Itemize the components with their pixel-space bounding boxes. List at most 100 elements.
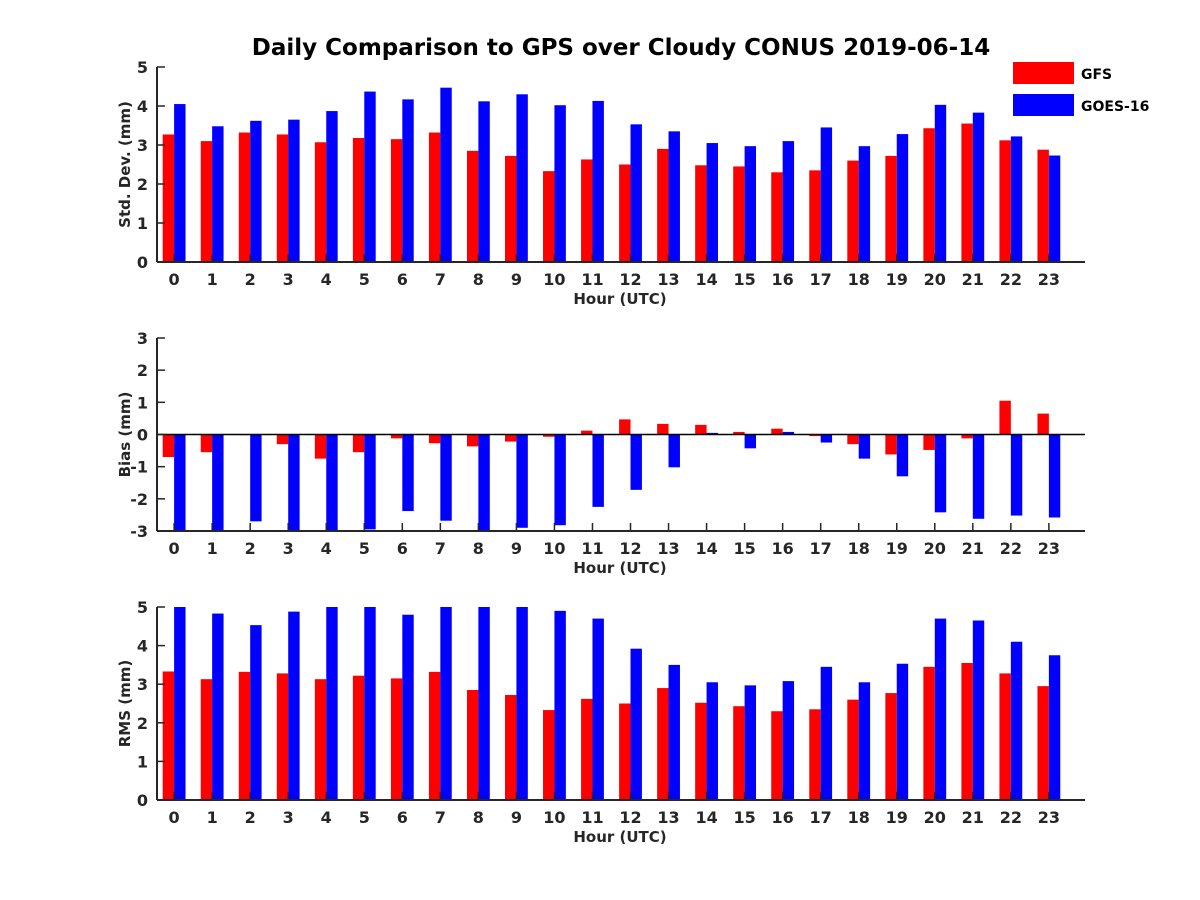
rms-bar-gfs-16	[771, 711, 783, 800]
rms-bar-goes16-6	[402, 614, 414, 800]
std-dev-bar-goes16-4	[326, 111, 338, 262]
std-dev-x-tick-label: 16	[772, 270, 794, 289]
rms-bar-goes16-20	[934, 618, 947, 800]
std-dev-x-tick-label: 7	[435, 270, 446, 289]
std-dev-x-tick-label: 8	[473, 270, 484, 289]
rms-x-tick-label: 9	[511, 808, 522, 827]
bias-bar-gfs-6	[390, 434, 403, 439]
std-dev-bar-gfs-2	[238, 132, 251, 262]
rms-bar-gfs-8	[466, 689, 479, 800]
rms-x-tick-label: 4	[321, 808, 332, 827]
bias-bar-gfs-11	[581, 430, 593, 435]
std-dev-bar-goes16-18	[858, 146, 871, 262]
rms-bar-goes16-21	[972, 620, 985, 800]
rms-bar-gfs-12	[619, 703, 631, 800]
std-dev-bar-goes16-17	[820, 127, 833, 262]
bias-x-tick-label: 7	[435, 539, 446, 558]
std-dev-x-tick-label: 5	[359, 270, 370, 289]
std-dev-x-tick-label: 13	[657, 270, 679, 289]
bias-bar-goes16-2	[250, 434, 262, 522]
std-dev-bar-goes16-14	[706, 143, 718, 262]
legend-label-goes16: GOES-16	[1081, 99, 1149, 115]
std-dev-bar-gfs-8	[466, 150, 479, 262]
rms-bar-goes16-12	[630, 648, 642, 800]
bias-x-tick-label: 10	[543, 539, 565, 558]
legend: GFS GOES-16	[1013, 62, 1149, 116]
bias-bar-gfs-21	[961, 434, 973, 439]
std-dev-x-tick-label: 3	[283, 270, 294, 289]
bias-bar-gfs-20	[923, 434, 935, 450]
bias-bar-gfs-16	[771, 428, 783, 435]
bias-bar-gfs-19	[885, 434, 897, 455]
rms-x-tick-label: 15	[733, 808, 755, 827]
rms-bar-gfs-3	[276, 673, 289, 800]
rms-x-tick-label: 2	[245, 808, 256, 827]
rms-y-tick-label: 2	[137, 714, 148, 733]
rms-x-tick-label: 1	[207, 808, 218, 827]
rms-x-tick-label: 3	[283, 808, 294, 827]
rms-bar-goes16-4	[326, 607, 338, 800]
bias-x-axis-label: Hour (UTC)	[573, 559, 666, 577]
std-dev-bar-goes16-8	[478, 101, 490, 262]
rms-bar-goes16-18	[858, 682, 871, 800]
std-dev-x-tick-label: 4	[321, 270, 332, 289]
rms-x-tick-label: 16	[772, 808, 794, 827]
rms-bar-gfs-9	[505, 695, 517, 800]
bias-bar-goes16-4	[326, 434, 338, 531]
bias-x-tick-label: 6	[397, 539, 408, 558]
rms-x-tick-label: 21	[962, 808, 984, 827]
std-dev-bar-goes16-22	[1010, 136, 1023, 262]
rms-bar-goes16-10	[554, 610, 566, 800]
std-dev-x-tick-label: 9	[511, 270, 522, 289]
rms-x-tick-label: 10	[543, 808, 565, 827]
bias-bar-gfs-12	[619, 419, 631, 435]
bias-bar-goes16-22	[1010, 434, 1023, 516]
rms-x-tick-label: 23	[1038, 808, 1060, 827]
rms-bar-gfs-22	[999, 673, 1011, 800]
std-dev-bar-gfs-17	[809, 170, 821, 262]
std-dev-bar-goes16-2	[250, 120, 262, 262]
bias-bar-goes16-8	[478, 434, 490, 531]
bias-bar-gfs-4	[314, 434, 327, 459]
std-dev-bar-gfs-3	[276, 134, 289, 262]
bias-x-tick-label: 11	[581, 539, 603, 558]
rms-bar-gfs-5	[352, 675, 365, 800]
bias-bar-goes16-20	[934, 434, 947, 513]
rms-bar-goes16-5	[364, 607, 376, 800]
std-dev-bar-gfs-18	[847, 160, 859, 262]
bias-bar-goes16-5	[364, 434, 376, 530]
std-dev-y-tick-label: 1	[137, 214, 148, 233]
bias-x-tick-label: 5	[359, 539, 370, 558]
bias-bar-gfs-13	[657, 423, 669, 435]
bias-bar-goes16-21	[972, 434, 985, 519]
bias-bar-gfs-1	[200, 434, 213, 453]
std-dev-bar-goes16-20	[934, 104, 947, 262]
rms-bar-goes16-14	[706, 682, 718, 800]
rms-bar-goes16-22	[1010, 641, 1023, 800]
chart-title: Daily Comparison to GPS over Cloudy CONU…	[252, 35, 990, 61]
std-dev-y-tick-label: 0	[137, 253, 148, 272]
bias-bar-gfs-7	[428, 434, 441, 444]
legend-label-gfs: GFS	[1081, 67, 1112, 83]
legend-swatch-goes16	[1013, 94, 1074, 116]
bias-bar-goes16-19	[896, 434, 909, 477]
std-dev-bar-gfs-0	[162, 134, 175, 262]
bias-x-tick-label: 23	[1038, 539, 1060, 558]
rms-bar-goes16-1	[212, 613, 224, 800]
bias-bar-gfs-3	[276, 434, 289, 445]
std-dev-x-tick-label: 10	[543, 270, 565, 289]
bias-x-tick-label: 12	[619, 539, 641, 558]
std-dev-x-tick-label: 15	[733, 270, 755, 289]
rms-bar-gfs-18	[847, 699, 859, 800]
std-dev-bar-goes16-15	[744, 146, 757, 262]
bias-bar-gfs-8	[466, 434, 479, 447]
std-dev-x-tick-label: 6	[397, 270, 408, 289]
rms-bar-gfs-6	[390, 678, 403, 800]
rms-x-tick-label: 14	[695, 808, 717, 827]
rms-y-tick-label: 1	[137, 752, 148, 771]
rms-bar-goes16-8	[478, 607, 490, 800]
std-dev-y-tick-label: 5	[137, 58, 148, 77]
std-dev-x-tick-label: 1	[207, 270, 218, 289]
bias-bar-gfs-22	[999, 400, 1011, 435]
rms-bar-goes16-13	[668, 664, 680, 800]
